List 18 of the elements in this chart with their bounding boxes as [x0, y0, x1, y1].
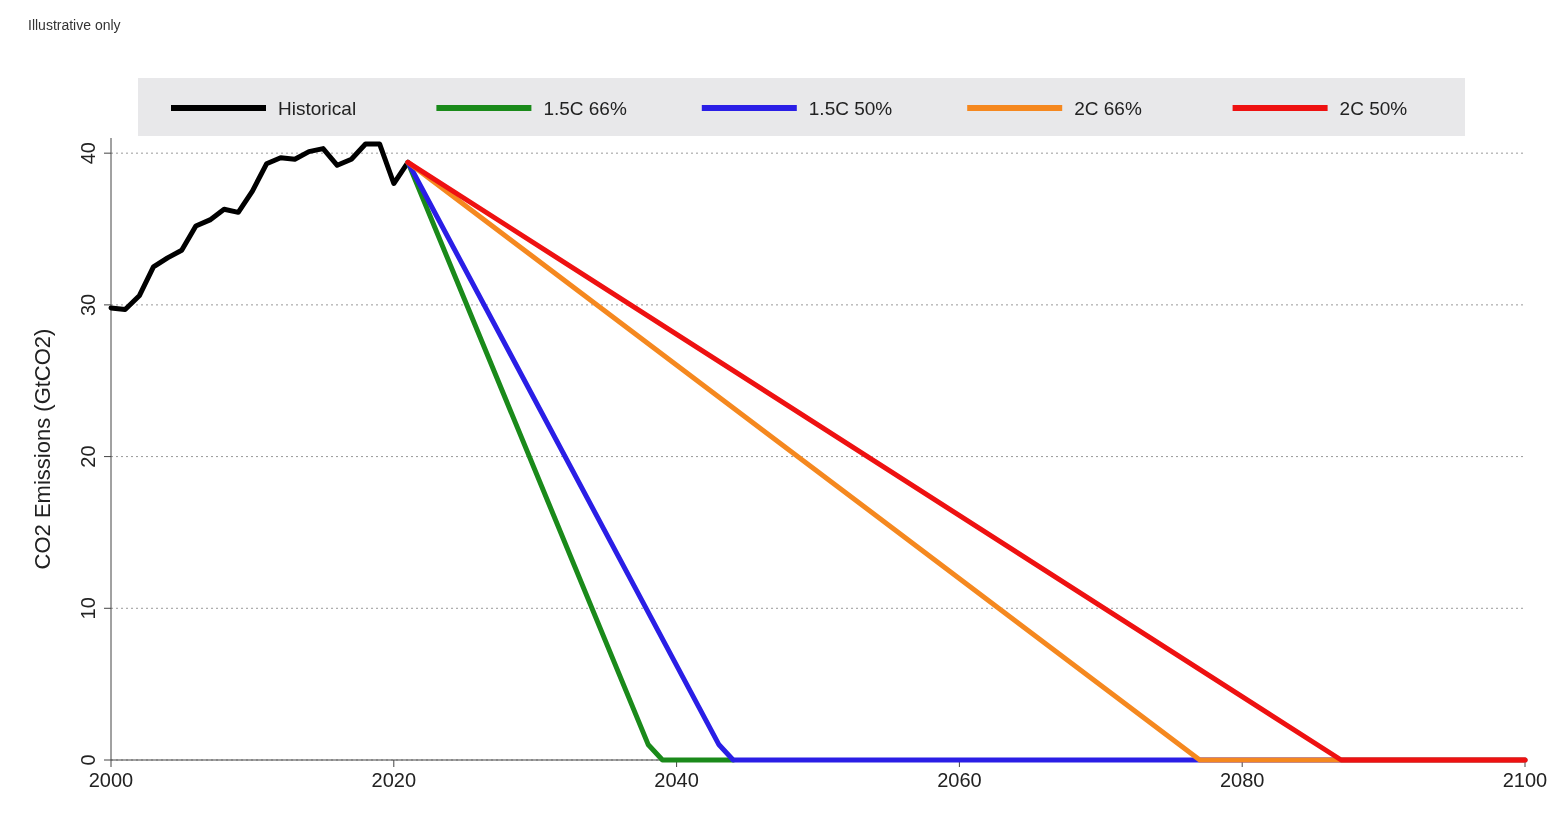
legend-label: 2C 50% [1339, 98, 1408, 119]
y-tick-label: 0 [77, 754, 99, 766]
y-tick-label: 40 [77, 142, 99, 165]
y-tick-label: 30 [77, 293, 99, 316]
legend-label: 1.5C 66% [543, 98, 627, 119]
x-tick-label: 2000 [88, 769, 134, 791]
x-tick-label: 2040 [654, 769, 699, 791]
text: Illustrative only [28, 17, 121, 33]
y-tick-label: 20 [77, 445, 99, 468]
x-tick-label: 2100 [1502, 769, 1548, 791]
y-axis-title: CO2 Emissions (GtCO2) [30, 328, 55, 570]
legend-label: Historical [278, 98, 357, 119]
y-tick-label: 10 [77, 597, 99, 620]
legend-label: 1.5C 50% [808, 98, 893, 119]
x-tick-label: 2080 [1219, 769, 1265, 791]
x-tick-label: 2060 [937, 769, 982, 791]
x-tick-label: 2020 [371, 769, 417, 791]
legend-label: 2C 66% [1074, 98, 1142, 119]
